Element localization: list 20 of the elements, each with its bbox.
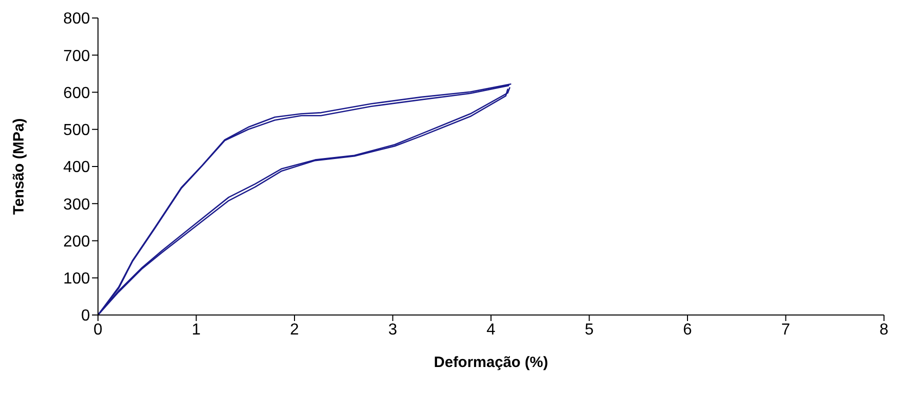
x-tick-label: 2 bbox=[290, 321, 300, 338]
x-tick-label: 0 bbox=[94, 321, 103, 338]
x-tick-label: 4 bbox=[486, 321, 496, 338]
x-tick-label: 8 bbox=[880, 321, 889, 338]
y-tick-label: 600 bbox=[63, 84, 90, 102]
y-tick-label: 100 bbox=[63, 270, 90, 288]
y-tick-label: 400 bbox=[63, 159, 90, 176]
y-axis-title: Tensão (MPa) bbox=[10, 118, 28, 215]
x-axis-title: Deformação (%) bbox=[434, 354, 548, 371]
y-tick-label: 700 bbox=[63, 48, 90, 65]
y-tick-label: 0 bbox=[81, 308, 90, 325]
x-tick-label: 1 bbox=[192, 321, 201, 338]
y-tick-label: 200 bbox=[63, 233, 90, 250]
x-tick-label: 3 bbox=[388, 321, 398, 338]
x-tick-label: 7 bbox=[781, 321, 790, 338]
x-tick-label: 6 bbox=[683, 321, 692, 338]
x-tick-label: 5 bbox=[584, 321, 594, 338]
y-tick-label: 300 bbox=[63, 196, 90, 214]
y-tick-label: 800 bbox=[63, 10, 90, 28]
y-tick-label: 500 bbox=[63, 122, 90, 140]
